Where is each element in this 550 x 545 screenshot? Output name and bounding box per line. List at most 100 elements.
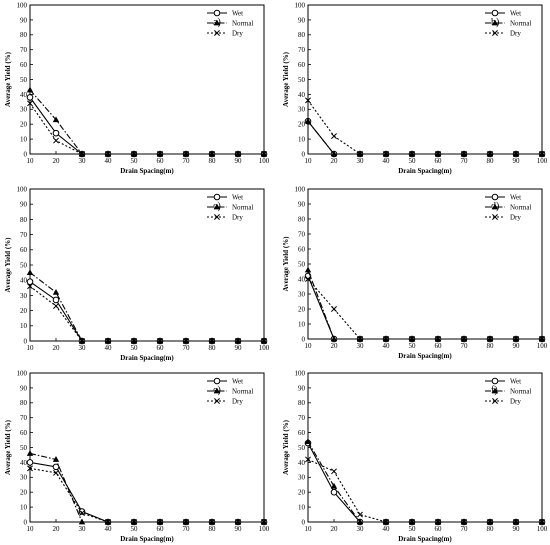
series-dry: [305, 276, 545, 342]
y-axis-label: Average Yield (%): [4, 237, 12, 293]
data-point: [357, 511, 363, 518]
legend-marker: [214, 398, 220, 404]
data-point: [305, 97, 311, 104]
legend: Wet Normal Dry: [485, 194, 531, 222]
data-point: [357, 336, 363, 342]
x-tick-label: 80: [209, 157, 217, 165]
data-point: [79, 338, 85, 344]
legend-label: Dry: [510, 214, 521, 222]
y-tick-label: 100: [295, 369, 306, 377]
y-tick-label: 30: [298, 474, 306, 482]
y-axis-label: Average Yield (%): [4, 51, 12, 107]
y-tick-label: 100: [295, 1, 306, 9]
series-line: [29, 272, 264, 342]
legend-marker: [491, 193, 499, 201]
data-point: [304, 117, 312, 124]
data-point: [52, 296, 60, 304]
x-tick-label: 70: [183, 344, 191, 352]
data-point: [383, 336, 389, 342]
x-tick-label: 90: [513, 157, 521, 165]
legend: Wet Normal Dry: [207, 10, 253, 38]
y-tick-label: 70: [298, 414, 306, 422]
data-point: [331, 468, 337, 475]
data-point: [539, 336, 545, 342]
x-tick-label: 50: [131, 525, 139, 533]
y-tick-label: 10: [20, 504, 28, 512]
x-tick-label: 40: [383, 342, 391, 350]
data-point: [409, 336, 415, 342]
data-point: [409, 151, 415, 157]
series-line: [307, 442, 542, 523]
data-point: [261, 151, 267, 157]
y-tick-label: 60: [20, 246, 28, 254]
y-axis-label: Average Yield (%): [282, 51, 290, 107]
series-normal: [304, 266, 546, 342]
series-line: [307, 441, 542, 523]
y-tick-label: 30: [20, 106, 28, 114]
y-tick-label: 100: [17, 369, 28, 377]
y-tick-label: 10: [298, 136, 306, 144]
legend: Wet Normal Dry: [207, 194, 253, 222]
data-point: [52, 456, 60, 462]
data-point: [209, 151, 215, 157]
y-tick-label: 90: [298, 200, 306, 208]
x-tick-label: 30: [79, 157, 87, 165]
data-point: [235, 519, 241, 525]
series-wet: [26, 94, 268, 158]
x-tick-label: 100: [537, 157, 548, 165]
x-tick-label: 90: [235, 344, 243, 352]
legend-marker: [491, 387, 499, 394]
x-tick-label: 90: [513, 342, 521, 350]
y-tick-label: 70: [20, 46, 28, 54]
y-tick-label: 40: [20, 277, 28, 285]
y-tick-label: 40: [298, 91, 306, 99]
data-point: [304, 438, 312, 444]
data-point: [53, 137, 59, 144]
data-point: [513, 151, 519, 157]
y-tick-label: 50: [298, 76, 306, 84]
plot-frame: [307, 372, 543, 523]
y-tick-label: 90: [20, 201, 28, 209]
y-tick-label: 40: [298, 275, 306, 283]
y-tick-label: 30: [20, 292, 28, 300]
data-point: [79, 510, 85, 517]
x-tick-label: 80: [209, 344, 217, 352]
y-tick-label: 70: [298, 46, 306, 54]
x-tick-label: 10: [27, 344, 35, 352]
x-tick-label: 20: [53, 157, 61, 165]
legend-marker: [492, 398, 498, 404]
y-tick-label: 100: [17, 1, 28, 9]
data-point: [305, 456, 311, 463]
y-tick-label: 20: [298, 121, 306, 129]
data-point: [357, 151, 363, 157]
y-tick-label: 70: [298, 230, 306, 238]
data-point: [235, 338, 241, 344]
legend-marker: [491, 9, 499, 17]
x-tick-label: 40: [383, 157, 391, 165]
x-tick-label: 50: [131, 157, 139, 165]
legend-marker: [491, 203, 499, 210]
data-point: [157, 519, 163, 525]
series-line: [29, 452, 264, 523]
legend: Wet Normal Dry: [485, 378, 531, 406]
y-tick-label: 100: [295, 185, 306, 193]
x-tick-label: 50: [409, 342, 417, 350]
x-tick-label: 70: [183, 157, 191, 165]
x-tick-label: 100: [259, 157, 270, 165]
data-point: [27, 100, 33, 107]
x-tick-label: 60: [435, 525, 443, 533]
x-tick-label: 100: [259, 344, 270, 352]
data-point: [78, 508, 86, 515]
data-point: [435, 519, 441, 525]
data-point: [78, 518, 86, 525]
data-point: [52, 288, 60, 295]
legend-label: Dry: [232, 398, 243, 406]
x-tick-label: 30: [357, 525, 365, 533]
y-tick-label: 80: [298, 215, 306, 223]
x-tick-label: 20: [53, 344, 61, 352]
series-dry: [27, 465, 267, 525]
x-tick-label: 90: [235, 157, 243, 165]
x-tick-label: 20: [331, 342, 339, 350]
x-axis-label: Drain Spacing(m): [120, 354, 174, 362]
